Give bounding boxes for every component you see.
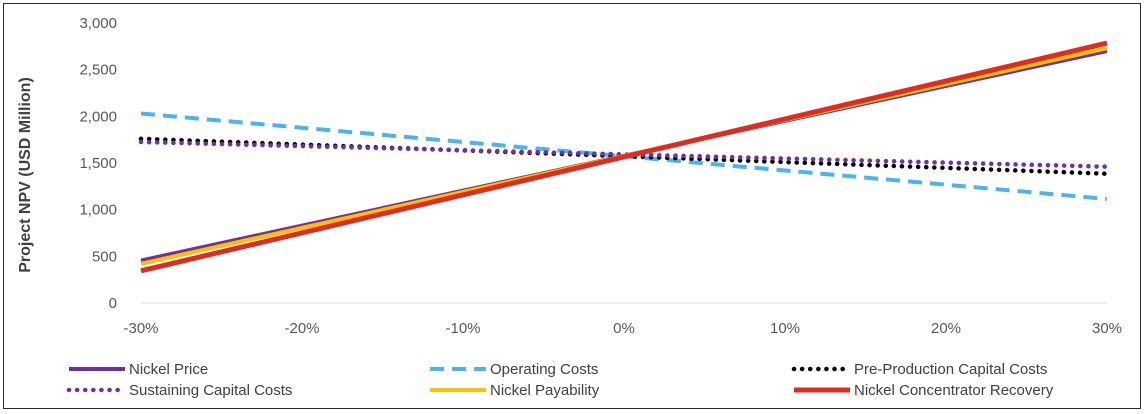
y-tick-label: 500 [92, 248, 117, 265]
y-tick-label: 3,000 [79, 15, 117, 32]
series-lines [138, 40, 1110, 274]
legend-label: Operating Costs [490, 361, 598, 378]
y-axis-label-group: Project NPV (USD Million) [17, 77, 34, 273]
legend-label: Nickel Payability [490, 382, 600, 399]
x-tick-label: -30% [123, 320, 158, 337]
series-line-nickel-concentrator-recovery [140, 40, 1108, 274]
x-tick-label: 20% [931, 320, 961, 337]
x-tick-label: -20% [284, 320, 319, 337]
x-tick-label: 0% [613, 320, 635, 337]
y-tick-label: 1,000 [79, 202, 117, 219]
x-tick-label: 30% [1092, 320, 1122, 337]
legend-label: Pre-Production Capital Costs [854, 361, 1047, 378]
legend-label: Sustaining Capital Costs [129, 382, 292, 399]
x-tick-label: 10% [770, 320, 800, 337]
legend-label: Nickel Concentrator Recovery [854, 382, 1054, 399]
y-axis-label: Project NPV (USD Million) [17, 77, 34, 273]
y-tick-label: 2,500 [79, 62, 117, 79]
x-tick-labels: -30% -20% -10% 0% 10% 20% 30% [123, 320, 1122, 337]
y-tick-label: 0 [109, 295, 117, 312]
y-tick-labels: 0 500 1,000 1,500 2,000 2,500 3,000 [79, 15, 117, 312]
chart-frame [3, 3, 1141, 409]
y-tick-label: 2,000 [79, 108, 117, 125]
x-tick-label: -10% [445, 320, 480, 337]
legend-label: Nickel Price [129, 361, 208, 378]
y-tick-label: 1,500 [79, 155, 117, 172]
series-line-sustaining-capital-costs [138, 139, 1110, 169]
legend: Nickel Price Operating Costs Pre-Productio… [66, 361, 1054, 399]
